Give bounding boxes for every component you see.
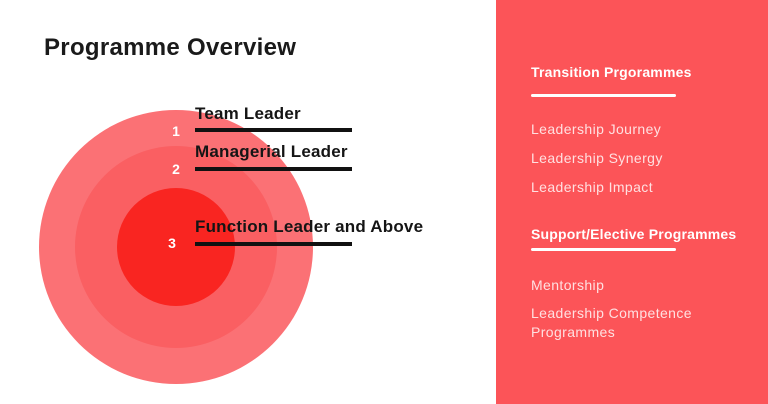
sidebar-item-leadership-journey: Leadership Journey xyxy=(531,121,662,137)
heading-underline-2 xyxy=(531,248,676,251)
sidebar-item-leadership-synergy: Leadership Synergy xyxy=(531,150,663,166)
page-title: Programme Overview xyxy=(44,34,297,61)
sidebar-item-mentorship: Mentorship xyxy=(531,277,605,293)
level-number-2: 2 xyxy=(172,161,180,177)
sidebar-item-leadership-impact: Leadership Impact xyxy=(531,179,653,195)
callout-line-2 xyxy=(195,167,352,171)
ring-inner xyxy=(117,188,235,306)
level-label-managerial-leader: Managerial Leader xyxy=(195,142,348,161)
sidebar-heading-transition-programmes: Transition Prgorammes xyxy=(531,64,692,80)
heading-underline-1 xyxy=(531,94,676,97)
level-label-function-leader: Function Leader and Above xyxy=(195,217,424,236)
callout-line-3 xyxy=(195,242,352,246)
sidebar-panel: Transition Prgorammes Leadership Journey… xyxy=(496,0,768,404)
sidebar-item-leadership-competence-programmes: Leadership Competence Programmes xyxy=(531,305,692,340)
sidebar-heading-support-elective-programmes: Support/Elective Programmes xyxy=(531,226,737,242)
level-label-team-leader: Team Leader xyxy=(195,104,301,123)
level-number-3: 3 xyxy=(168,235,176,251)
callout-line-1 xyxy=(195,128,352,132)
level-number-1: 1 xyxy=(172,123,180,139)
